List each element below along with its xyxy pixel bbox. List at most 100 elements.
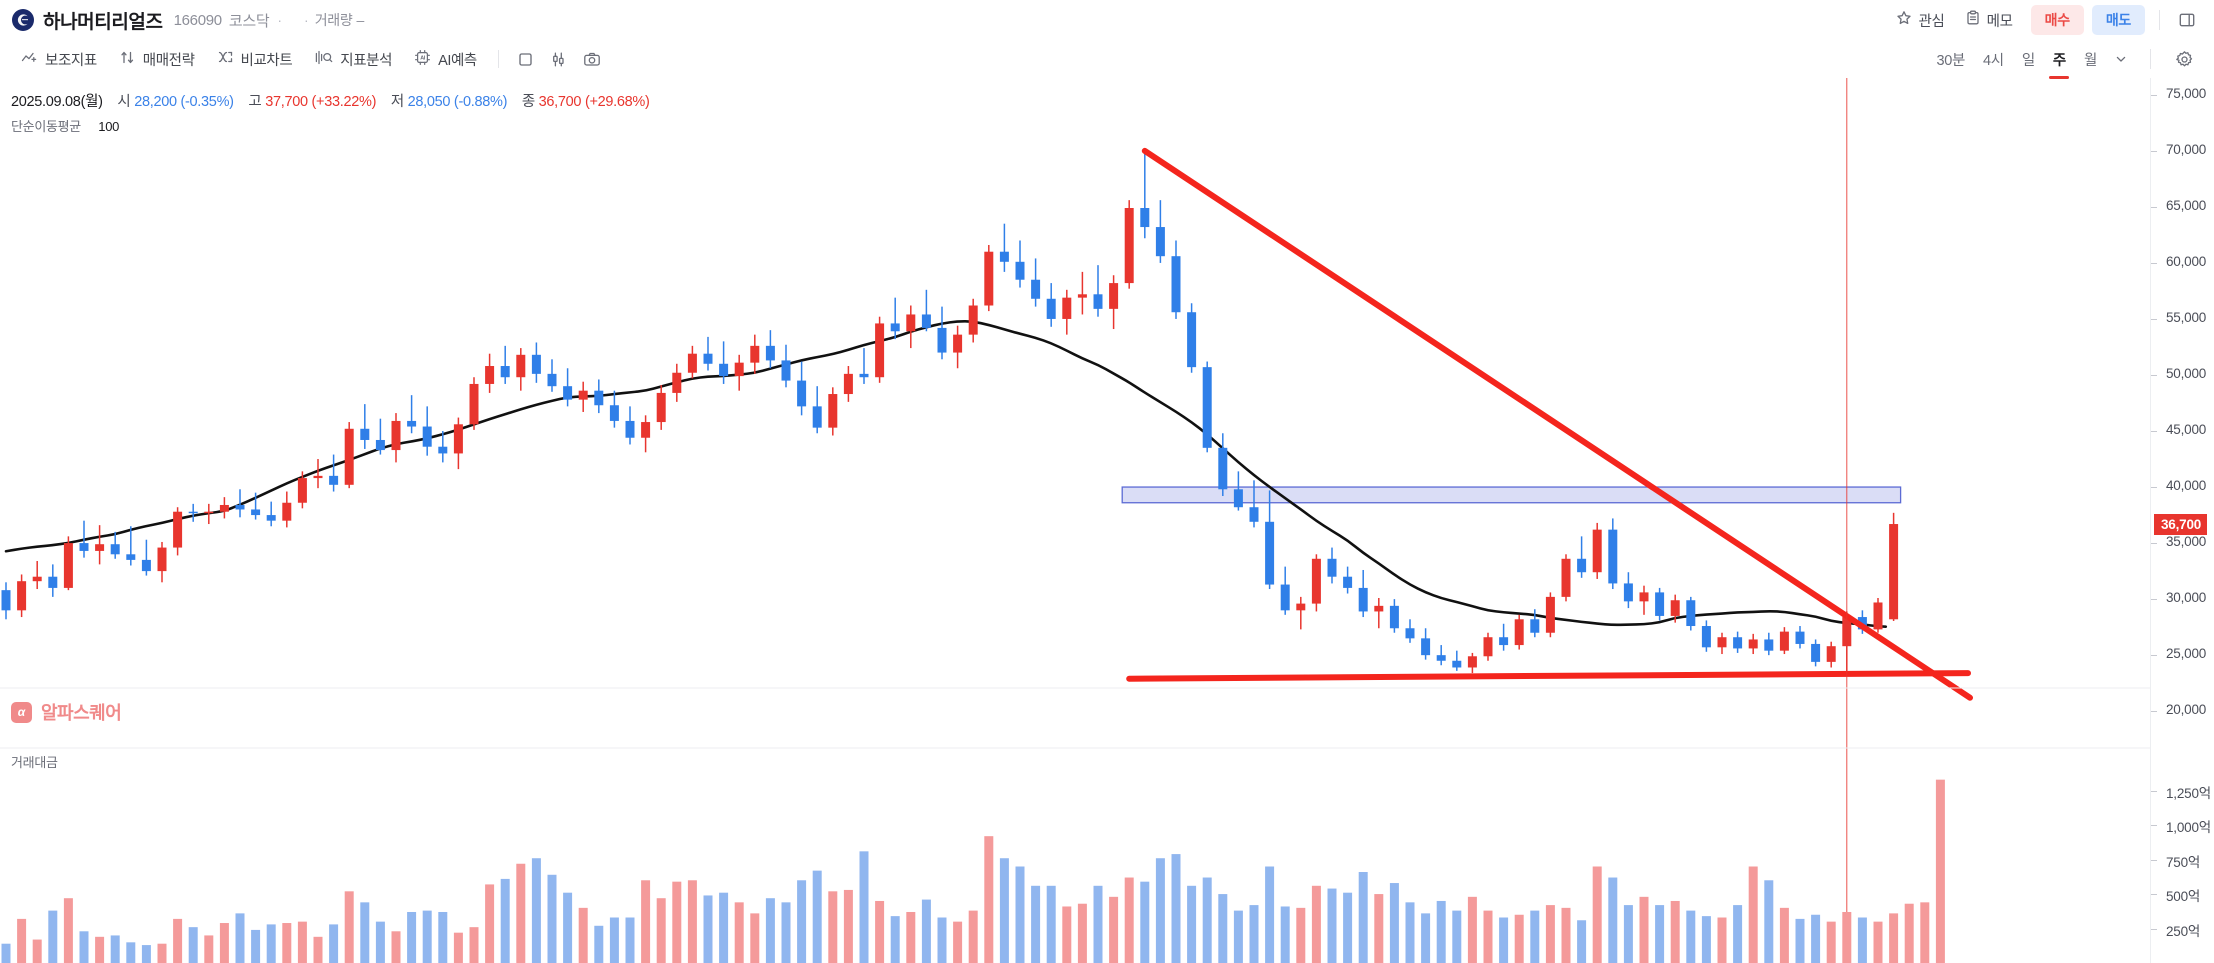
ohlc-open-change: (-0.35%) <box>180 94 234 110</box>
toolbar-item-ai-forecast[interactable]: AI AI예측 <box>403 45 488 74</box>
indicator-icon <box>21 49 38 70</box>
ohlc-open-label: 시 <box>117 94 131 110</box>
price-axis-tick <box>2151 543 2157 545</box>
price-axis-tick <box>2151 655 2157 657</box>
toolbar-right-divider <box>2150 49 2151 69</box>
watchlist-label: 관심 <box>1918 13 1945 30</box>
app-header: 하나머티리얼즈 166090 코스닥 · · 거래량 – 관심 <box>0 0 2214 40</box>
ohlc-high-value: 37,700 <box>265 94 308 110</box>
toolbar-label-indicator-analysis: 지표분석 <box>340 52 393 69</box>
header-volume-value: – <box>356 12 365 28</box>
candlestick-series <box>1 150 1899 674</box>
ohlc-date: 2025.09.08(월) <box>11 94 103 110</box>
chart-toolbar: 보조지표 매매전략 비교차트 <box>0 40 2214 78</box>
candle-settings-icon[interactable] <box>542 46 575 73</box>
timeframe-30m[interactable]: 30분 <box>1936 52 1966 69</box>
buy-button[interactable]: 매수 <box>2030 5 2084 35</box>
toolbar-divider <box>497 50 499 68</box>
price-axis-tick <box>2151 318 2157 320</box>
price-axis-tick <box>2151 711 2157 713</box>
svg-text:AI: AI <box>420 55 425 61</box>
toolbar-tools: 보조지표 매매전략 비교차트 <box>0 45 609 74</box>
volume-series <box>1 779 1945 963</box>
toolbar-item-compare-chart[interactable]: 비교차트 <box>206 45 304 74</box>
toolbar-item-indicator-analysis[interactable]: 지표분석 <box>303 45 403 74</box>
moving-average-line <box>4 320 1888 629</box>
timeframe-day[interactable]: 일 <box>2021 52 2035 69</box>
volume-axis-tick-label: 500억 <box>2166 889 2201 905</box>
header-separator: · <box>277 12 283 28</box>
ma-period: 100 <box>98 119 120 134</box>
price-axis-tick-label: 45,000 <box>2166 422 2207 438</box>
toolbar-label-indicator: 보조지표 <box>45 52 97 69</box>
stock-name[interactable]: 하나머티리얼즈 <box>43 11 163 33</box>
ai-chip-icon: AI <box>414 49 431 70</box>
volume-axis-tick <box>2151 894 2157 896</box>
stock-code: 166090 <box>173 11 223 29</box>
side-panel-icon[interactable] <box>2174 7 2200 33</box>
header-volume-label: 거래량 <box>314 12 353 28</box>
ohlc-close-value: 36,700 <box>538 94 582 110</box>
header-separator-2: · <box>304 12 309 28</box>
toolbar-item-indicator[interactable]: 보조지표 <box>10 45 108 74</box>
ohlc-low-change: (-0.88%) <box>453 94 508 110</box>
watchlist-button[interactable]: 관심 <box>1886 6 1954 35</box>
ohlc-low-value: 28,050 <box>407 94 451 110</box>
price-axis-tick <box>2151 94 2157 96</box>
indicator-analysis-icon <box>314 49 333 70</box>
price-axis-tick-label: 25,000 <box>2166 646 2207 662</box>
watermark-text: 알파스퀘어 <box>41 703 122 723</box>
ohlc-close-label: 종 <box>521 94 535 110</box>
stock-market: 코스닥 <box>228 12 270 30</box>
company-logo-icon <box>12 9 34 31</box>
price-axis-tick-label: 65,000 <box>2166 197 2207 213</box>
toolbar-label-compare-chart: 비교차트 <box>240 52 293 69</box>
header-actions: 관심 메모 매수 매도 <box>1886 0 2214 40</box>
ohlc-high-label: 고 <box>248 94 262 110</box>
header-stock-info: 하나머티리얼즈 166090 코스닥 · · 거래량 – <box>0 7 364 34</box>
price-axis-tick-label: 50,000 <box>2166 365 2207 381</box>
ohlc-close-change: (+29.68%) <box>584 94 650 110</box>
toolbar-item-strategy[interactable]: 매매전략 <box>108 45 206 74</box>
price-axis-tick-label: 70,000 <box>2166 141 2207 157</box>
layout-square-icon[interactable] <box>509 46 542 73</box>
chart-canvas[interactable] <box>0 78 2214 963</box>
volume-panel-title: 거래대금 <box>11 755 58 770</box>
ohlc-high-change: (+33.22%) <box>311 94 377 110</box>
compare-chart-icon <box>217 49 234 70</box>
price-axis-tick-label: 30,000 <box>2166 590 2207 606</box>
timeframe-4h[interactable]: 4시 <box>1983 52 2004 69</box>
volume-axis-tick-label: 1,250억 <box>2166 785 2212 801</box>
volume-axis-tick-label: 1,000억 <box>2166 820 2212 836</box>
price-axis-tick-label: 60,000 <box>2166 253 2207 269</box>
sell-button[interactable]: 매도 <box>2091 5 2145 35</box>
ohlc-low-label: 저 <box>390 94 404 110</box>
price-axis-tick-label: 40,000 <box>2166 478 2207 494</box>
chevron-down-icon[interactable] <box>2106 47 2136 71</box>
timeframe-week[interactable]: 주 <box>2044 44 2075 75</box>
ma-label: 단순이동평균 <box>11 119 81 134</box>
price-axis-tick <box>2151 206 2157 208</box>
timeframe-selector: 30분 4시 일 주 월 <box>1927 44 2214 75</box>
header-divider <box>2159 10 2160 30</box>
ohlc-open-value: 28,200 <box>134 94 177 110</box>
price-axis-tick <box>2151 262 2157 264</box>
price-axis-tick-label: 20,000 <box>2166 702 2207 718</box>
toolbar-label-ai-forecast: AI예측 <box>438 52 477 69</box>
price-axis-tick-label: 55,000 <box>2166 309 2207 325</box>
camera-icon[interactable] <box>575 46 609 73</box>
toolbar-label-strategy: 매매전략 <box>142 52 195 69</box>
memo-button[interactable]: 메모 <box>1955 6 2023 35</box>
timeframe-month[interactable]: 월 <box>2083 52 2097 69</box>
volume-axis-tick <box>2151 859 2157 861</box>
price-chart-svg[interactable] <box>0 78 2214 963</box>
memo-label: 메모 <box>1986 13 2013 30</box>
price-axis-tick-label: 75,000 <box>2166 85 2207 101</box>
volume-axis-tick <box>2151 825 2157 827</box>
memo-icon <box>1965 10 1981 30</box>
price-axis-tick-label: 35,000 <box>2166 534 2207 550</box>
price-axis-tick <box>2151 487 2157 489</box>
gear-icon[interactable] <box>2169 46 2200 73</box>
trendlines[interactable] <box>1126 147 1973 701</box>
